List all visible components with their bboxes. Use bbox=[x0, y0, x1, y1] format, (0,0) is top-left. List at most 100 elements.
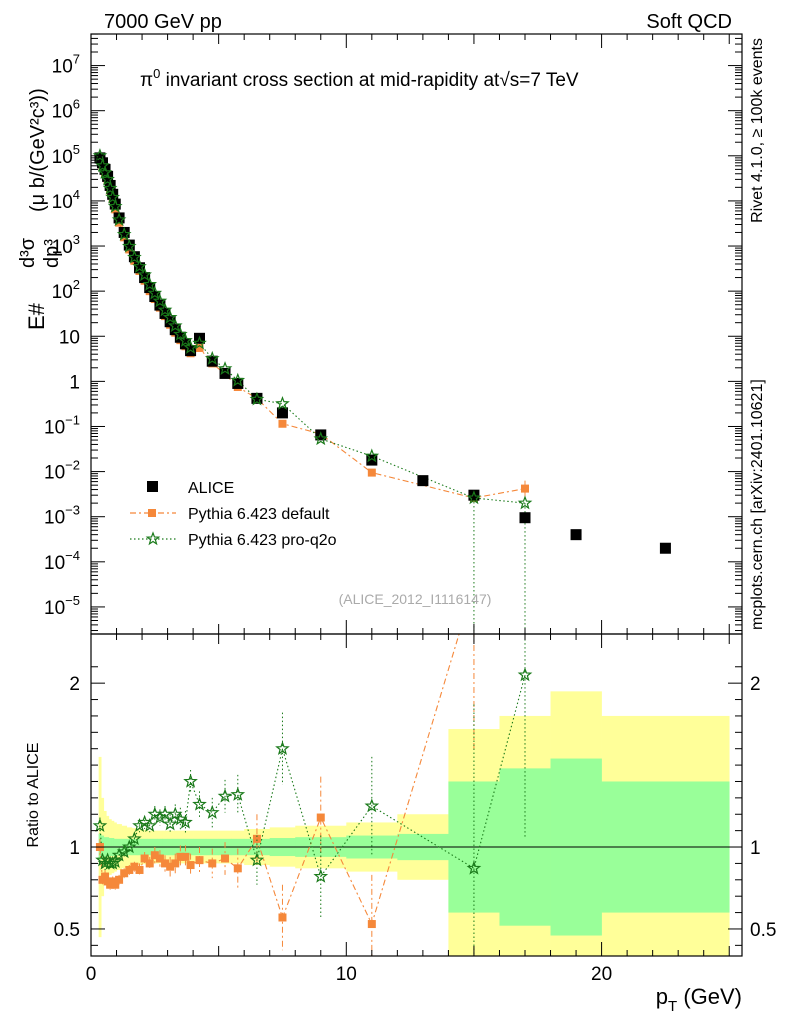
ratio-proq2o-point bbox=[121, 839, 137, 854]
ratio-default-point bbox=[186, 861, 195, 870]
ratio-default-point bbox=[176, 852, 185, 861]
ratio-proq2o-point bbox=[127, 831, 142, 846]
ratio-y-label: Ratio to ALICE bbox=[25, 743, 42, 848]
ratio-proq2o-point bbox=[92, 818, 108, 832]
ratio-default-point bbox=[125, 865, 134, 874]
series-alice-point bbox=[159, 307, 171, 319]
ratio-y-tick-label: 1 bbox=[69, 838, 80, 859]
series-proq2o-point bbox=[192, 335, 207, 350]
x-label-unit: (GeV) bbox=[677, 984, 742, 1009]
series-default-point bbox=[521, 484, 529, 493]
ratio-default-point bbox=[130, 862, 139, 871]
y-tick-base: 10 bbox=[52, 192, 73, 213]
ratio-default-point bbox=[140, 854, 149, 863]
energy-label: 7000 GeV pp bbox=[104, 11, 222, 33]
series-proq2o-point bbox=[142, 276, 158, 291]
ratio-default-point bbox=[135, 865, 144, 874]
series-proq2o-point bbox=[313, 431, 329, 446]
series-alice-point bbox=[154, 299, 166, 311]
series-alice-point bbox=[164, 316, 176, 328]
ratio-proq2o-point bbox=[230, 786, 246, 801]
series-alice-point bbox=[219, 367, 231, 379]
ratio-proq2o-point bbox=[162, 816, 178, 831]
ratio-default-point bbox=[155, 854, 164, 863]
ratio-proq2o-point bbox=[192, 796, 207, 811]
y-tick-label: 106 bbox=[52, 97, 80, 123]
ratio-default-point bbox=[101, 872, 110, 881]
series-proq2o-point bbox=[127, 249, 142, 264]
series-proq2o-point bbox=[230, 372, 246, 387]
ratio-proq2o-point bbox=[364, 798, 380, 813]
series-proq2o-point bbox=[111, 212, 127, 227]
series-alice-point bbox=[107, 188, 119, 200]
chart-title-sup: 0 bbox=[153, 66, 160, 81]
series-alice-point bbox=[251, 392, 263, 404]
ratio-default-point bbox=[252, 834, 261, 843]
series-proq2o-point bbox=[466, 490, 482, 505]
ratio-proq2o-point bbox=[275, 740, 290, 755]
y-tick-exponent: −2 bbox=[65, 458, 80, 473]
watermark: (ALICE_2012_I1116147) bbox=[339, 591, 492, 607]
series-proq2o-point bbox=[275, 395, 290, 410]
chart-title-prefix: π bbox=[140, 70, 153, 91]
ratio-default-point bbox=[120, 869, 129, 878]
series-default-point bbox=[278, 419, 287, 428]
x-tick-label: 0 bbox=[86, 964, 97, 985]
ratio-default-point bbox=[150, 851, 159, 860]
y-tick-base: 10 bbox=[59, 327, 80, 348]
ratio-y-tick-label: 2 bbox=[69, 674, 80, 695]
y-tick-exponent: 2 bbox=[73, 277, 80, 292]
series-alice-point bbox=[659, 542, 671, 554]
ratio-proq2o-point bbox=[152, 809, 168, 824]
ratio-proq2o-point bbox=[178, 814, 193, 829]
series-alice-point bbox=[109, 198, 121, 210]
ratio-y-tick-label-right: 0.5 bbox=[750, 920, 776, 941]
series-alice-point bbox=[96, 157, 108, 169]
chart-title: π0 invariant cross section at mid-rapidi… bbox=[140, 66, 579, 91]
y-tick-label: 10−3 bbox=[44, 503, 80, 529]
ratio-default-point bbox=[278, 913, 287, 922]
x-label-sub: T bbox=[668, 998, 677, 1015]
ratio-default-point bbox=[521, 253, 529, 261]
legend-label-default: Pythia 6.423 default bbox=[188, 506, 330, 523]
ratio-y-tick-label-right: 1 bbox=[750, 838, 761, 859]
legend-marker-default bbox=[148, 509, 156, 517]
series-alice-point bbox=[149, 291, 161, 303]
ratio-default-point bbox=[316, 813, 325, 822]
legend-label-proq2o: Pythia 6.423 pro-q2o bbox=[188, 532, 337, 549]
series-alice-point bbox=[315, 429, 327, 441]
y-tick-label: 102 bbox=[52, 277, 80, 303]
y-tick-base: 10 bbox=[44, 508, 65, 529]
y-tick-base: 10 bbox=[52, 57, 73, 78]
series-proq2o-point bbox=[167, 318, 183, 333]
series-alice-point bbox=[417, 475, 429, 487]
series-alice-point bbox=[134, 262, 146, 274]
x-tick-label: 20 bbox=[591, 964, 612, 985]
y-tick-label: 10−5 bbox=[44, 593, 80, 619]
y-label-prefix: E# bbox=[24, 302, 49, 330]
y-tick-base: 10 bbox=[52, 237, 73, 258]
y-tick-exponent: −5 bbox=[65, 593, 80, 608]
y-tick-label: 104 bbox=[52, 187, 80, 213]
series-proq2o-point bbox=[92, 148, 108, 163]
series-alice-point bbox=[104, 179, 116, 191]
y-tick-label: 107 bbox=[52, 52, 80, 78]
series-alice-point bbox=[123, 239, 135, 251]
series-alice-point bbox=[366, 454, 378, 466]
series-proq2o-point bbox=[121, 238, 137, 253]
ratio-y-tick-label-right: 2 bbox=[750, 674, 761, 695]
series-proq2o-point bbox=[147, 285, 163, 300]
ratio-y-tick-label: 0.5 bbox=[54, 920, 80, 941]
series-alice-point bbox=[113, 212, 125, 224]
ratio-proq2o-point bbox=[313, 868, 329, 883]
ratio-proq2o-point bbox=[111, 847, 127, 862]
ratio-default-point bbox=[208, 859, 217, 868]
y-axis-label: E# d³σ dp³ (μ b/(GeV²c³)) bbox=[17, 88, 63, 330]
series-proq2o-point bbox=[102, 180, 118, 195]
series-alice-point bbox=[169, 324, 181, 336]
ratio-proq2o-point bbox=[157, 806, 173, 821]
series-proq2o-point bbox=[137, 267, 152, 282]
series-alice-point bbox=[118, 226, 130, 238]
ratio-default-point bbox=[166, 862, 175, 871]
